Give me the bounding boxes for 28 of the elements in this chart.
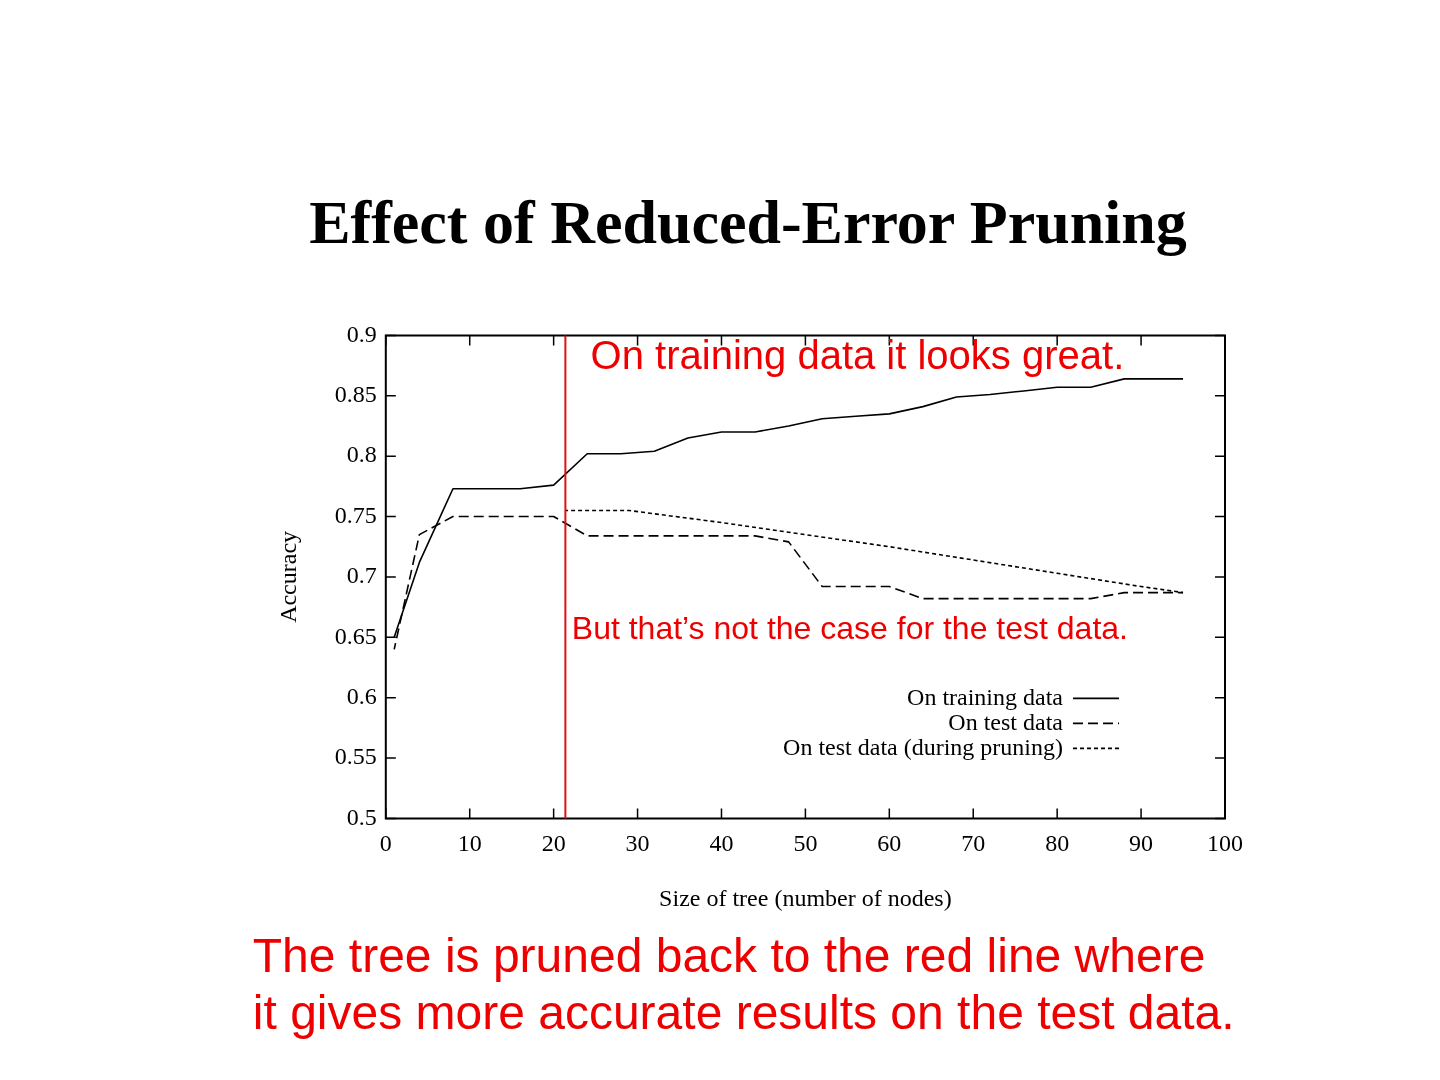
y-tick-label: 0.6 xyxy=(346,682,377,709)
legend-label: On training data xyxy=(907,683,1064,710)
text: The tree is pruned back to the red line where it gives more accurate results on the test data. xyxy=(252,928,1235,1039)
y-tick-label: 0.75 xyxy=(334,501,377,528)
y-tick-label: 0.65 xyxy=(334,622,377,649)
x-tick-label: 0 xyxy=(379,830,392,857)
y-tick-label: 0.85 xyxy=(334,381,377,408)
x-tick-label: 10 xyxy=(457,830,482,857)
y-tick-label: 0.8 xyxy=(346,441,377,468)
y-tick-label: 0.9 xyxy=(346,320,377,347)
annotation: On training data it looks great. xyxy=(590,333,1125,378)
annotation: But that’s not the case for the test data. xyxy=(571,610,1128,647)
chart-title: Effect of Reduced-Error Pruning xyxy=(309,188,1187,257)
x-tick-label: 80 xyxy=(1045,830,1070,857)
x-tick-label: 70 xyxy=(961,830,986,857)
x-tick-label: 30 xyxy=(625,830,650,857)
y-axis-title: Accuracy xyxy=(274,530,301,623)
x-tick-label: 20 xyxy=(541,830,566,857)
x-tick-label: 50 xyxy=(793,830,818,857)
x-tick-label: 60 xyxy=(877,830,902,857)
x-axis-title: Size of tree (number of nodes) xyxy=(659,884,952,911)
x-tick-label: 40 xyxy=(709,830,734,857)
x-tick-label: 90 xyxy=(1129,830,1154,857)
legend-label: On test data (during pruning) xyxy=(783,733,1063,760)
y-tick-label: 0.55 xyxy=(334,743,377,770)
x-tick-label: 100 xyxy=(1207,830,1243,857)
y-tick-label: 0.5 xyxy=(346,803,377,830)
y-tick-label: 0.7 xyxy=(346,562,377,589)
